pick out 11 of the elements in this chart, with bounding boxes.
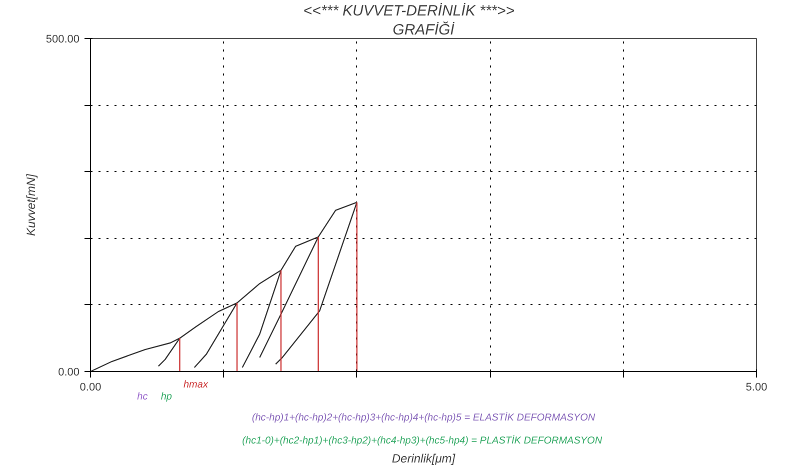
text: (hc1-0)+(hc2-hp1)+(hc3-hp2)+(hc4-hp3)+(hc5-hp4) = PLASTİK DEFORMASYON [242, 434, 603, 446]
x-axis-title: Derinlik[μm] [392, 452, 456, 466]
y-axis-title: Kuvvet[mN] [24, 173, 38, 236]
text: hp [160, 392, 172, 402]
chart-subtitle: GRAFİĞİ [392, 22, 456, 38]
chart-title: <<*** KUVVET-DERİNLİK ***>> [303, 2, 515, 20]
y-tick-label: 500.00 [46, 34, 80, 46]
x-tick-label: 5.00 [746, 382, 768, 394]
text: hc [137, 392, 148, 402]
text: hmax [184, 380, 209, 390]
text: (hc-hp)1+(hc-hp)2+(hc-hp)3+(hc-hp)4+(hc-hp)5 = ELASTİK DEFORMASYON [252, 412, 596, 424]
